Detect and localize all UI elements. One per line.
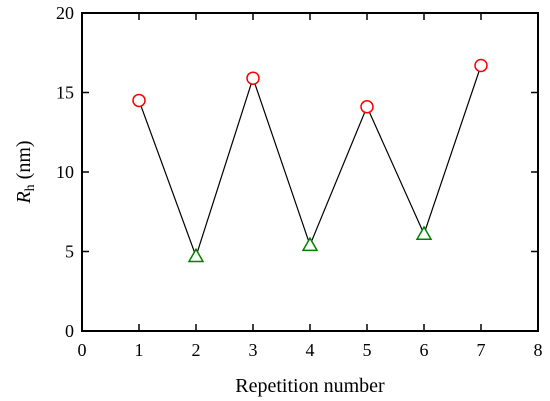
markers [132,58,488,263]
x-tick-label: 2 [192,340,201,360]
y-axis-label-main: R [13,191,35,204]
y-tick-label: 15 [56,83,74,103]
y-tick-label: 5 [65,242,74,262]
circle-marker [246,71,260,85]
circle-marker [360,100,374,114]
y-axis-label-rest: (nm) [13,140,35,184]
connecting-line [138,65,482,259]
x-axis-label: Repetition number [235,375,385,397]
circle-marker [132,93,146,108]
x-tick-label: 5 [363,340,372,360]
plot-frame [81,12,539,332]
axes [81,12,539,332]
y-axis-label-sub: h [23,184,38,191]
x-tick-label: 0 [78,340,87,360]
x-tick-label: 7 [477,340,486,360]
triangle-marker [415,225,433,241]
x-tick-label: 1 [135,340,144,360]
triangle-marker [301,236,319,252]
ticks: 0 1 2 3 4 5 6 7 8 0 5 10 15 20 [56,3,543,360]
series-line [138,65,482,259]
y-tick-label: 20 [56,3,74,23]
circle-marker [474,58,488,73]
y-tick-label: 10 [56,162,74,182]
x-tick-label: 6 [420,340,429,360]
y-axis-label: Rh (nm) [13,140,38,204]
triangle-marker [187,247,205,263]
x-tick-label: 8 [534,340,543,360]
x-tick-label: 3 [249,340,258,360]
y-tick-label: 0 [65,321,74,341]
x-tick-label: 4 [306,340,315,360]
